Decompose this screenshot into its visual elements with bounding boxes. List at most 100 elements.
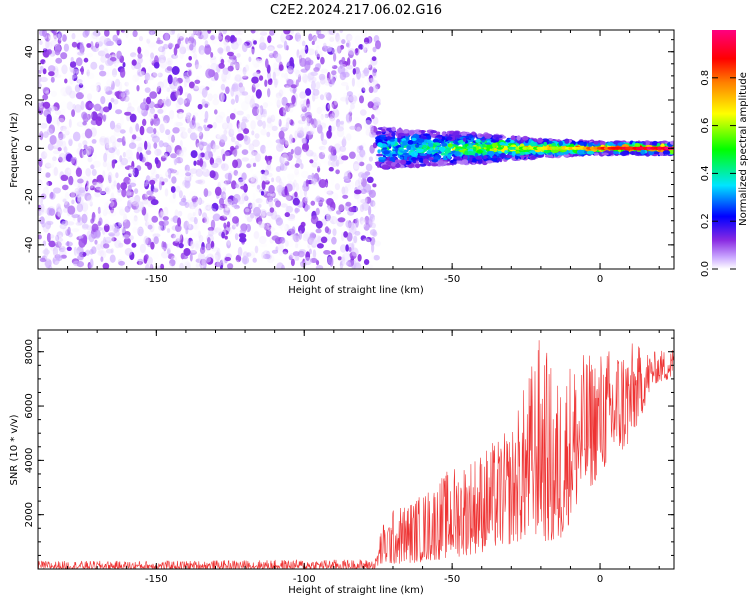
noise-cell [215,134,221,139]
noise-cell [102,262,110,269]
noise-cell [189,240,195,250]
noise-cell [77,194,83,203]
noise-cell [324,226,329,234]
signal-cell [414,163,421,168]
noise-cell [175,224,182,233]
signal-cell [505,139,511,143]
noise-cell [205,242,212,251]
noise-cell [100,55,107,63]
noise-cell [42,240,47,247]
noise-cell [192,38,197,48]
noise-cell [340,120,345,125]
noise-cell [44,162,52,169]
noise-cell [370,200,376,207]
noise-cell [189,43,194,51]
signal-cell [479,134,485,137]
noise-cell [217,88,223,95]
noise-cell [149,42,158,50]
noise-cell [327,160,332,167]
noise-cell [264,180,270,185]
noise-cell [195,168,204,177]
noise-cell [127,102,132,109]
noise-cell [163,206,169,217]
signal-cell [486,144,491,150]
noise-cell [322,171,331,178]
noise-cell [278,246,284,256]
noise-cell [95,41,100,49]
noise-cell [329,169,333,178]
noise-cell [50,40,58,47]
noise-cell [173,46,178,56]
noise-cell [372,67,377,77]
noise-cell [302,73,308,83]
noise-cell [275,217,283,226]
signal-cell [396,128,404,134]
noise-cell [77,195,84,205]
noise-cell [89,248,94,255]
noise-cell [150,52,155,59]
noise-cell [132,106,139,115]
noise-cell [252,162,257,167]
noise-cell [121,188,127,198]
noise-cell [102,170,106,179]
noise-cell [44,247,49,258]
noise-cell [228,211,232,218]
noise-cell [214,109,218,115]
noise-cell [55,126,63,131]
noise-cell [92,207,99,214]
noise-cell [334,183,340,191]
noise-cell [167,248,171,255]
noise-cell [180,131,188,139]
noise-cell [100,256,104,263]
noise-cell [312,35,318,42]
noise-cell [282,248,289,255]
noise-cell [99,252,106,258]
noise-cell [353,161,360,171]
noise-cell [214,186,222,196]
noise-cell [226,240,231,249]
noise-cell [181,99,188,104]
noise-cell [260,144,267,154]
noise-cell [189,190,197,199]
noise-cell [223,39,229,46]
noise-cell [286,117,291,125]
noise-cell [62,198,67,203]
signal-cell [438,160,445,166]
noise-cell [352,68,356,75]
noise-cell [353,95,358,102]
signal-cell [411,157,417,161]
noise-cell [38,211,42,216]
noise-cell [343,92,348,99]
noise-cell [234,30,241,36]
noise-cell [321,139,328,146]
noise-cell [114,78,121,87]
noise-cell [223,151,230,157]
noise-cell [315,153,320,160]
noise-cell [179,200,188,206]
noise-cell [295,243,299,249]
noise-cell [85,249,90,256]
noise-cell [306,98,310,108]
noise-cell [337,183,342,188]
noise-cell [236,228,241,234]
noise-cell [75,92,84,100]
noise-cell [235,94,239,104]
noise-cell [98,64,105,71]
noise-cell [320,113,324,120]
signal-cell [438,146,446,152]
noise-cell [214,261,221,267]
noise-cell [100,205,108,214]
noise-cell [281,153,289,164]
noise-cell [154,224,159,235]
noise-cell [305,204,311,210]
noise-cell [303,187,308,197]
colorbar: 0.00.20.40.60.8 Normalized spectral ampl… [700,30,749,277]
noise-cell [275,118,280,126]
signal-cell [593,140,599,145]
noise-cell [102,106,110,113]
noise-cell [248,56,252,63]
noise-cell [154,180,160,190]
noise-cell [294,255,300,261]
noise-cell [86,145,95,155]
noise-cell [245,263,252,269]
